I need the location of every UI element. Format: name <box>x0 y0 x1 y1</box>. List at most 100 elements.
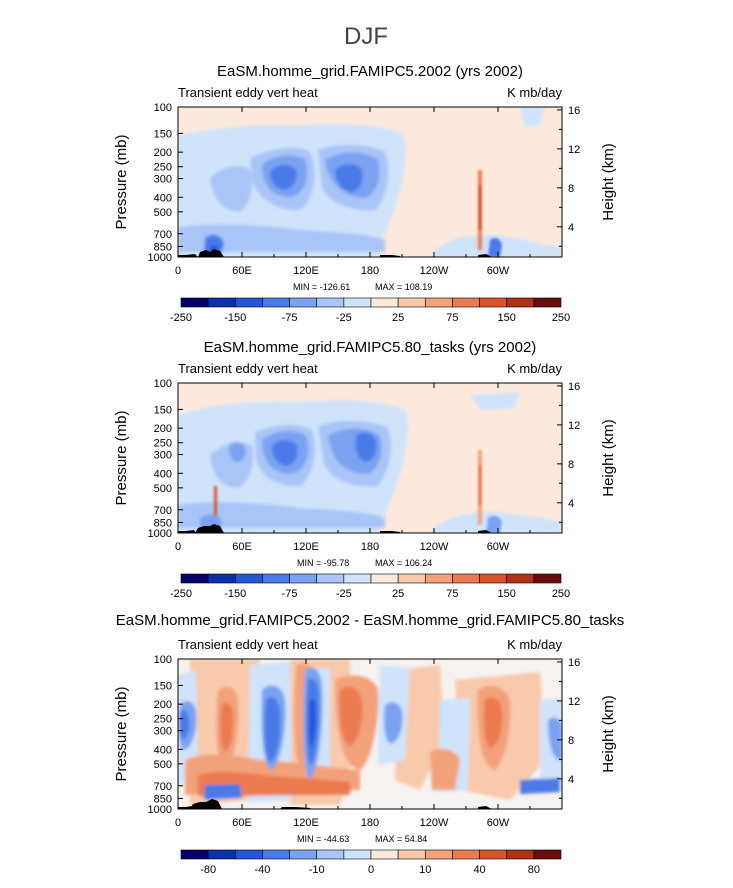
x-tick-label: 180 <box>361 541 379 553</box>
colorbar-swatch <box>397 297 426 308</box>
colorbar-label: -25 <box>336 588 352 600</box>
colorbar-label: -250 <box>170 312 192 324</box>
min-label: MIN = -95.78 <box>297 558 349 568</box>
colorbar-swatch <box>397 573 426 584</box>
y-tick-label: 1000 <box>148 804 172 816</box>
colorbar-swatch <box>452 573 480 584</box>
x-tick-label: 180 <box>361 817 379 829</box>
x-tick-label: 60E <box>232 817 252 829</box>
y-tick-label: 150 <box>154 404 172 416</box>
colorbar-swatch <box>533 573 562 584</box>
colorbar-label: -75 <box>282 312 298 324</box>
y-tick-label: 250 <box>154 162 172 174</box>
colorbar-swatch <box>207 849 236 860</box>
colorbar-swatch <box>343 849 372 860</box>
colorbar-swatch <box>479 849 508 860</box>
y2-axis-label: Height (km) <box>600 143 617 221</box>
y2-tick-label: 16 <box>568 657 580 669</box>
colorbar-label: 150 <box>498 312 516 324</box>
y-tick-label: 1000 <box>148 528 172 540</box>
y-tick-label: 200 <box>154 699 172 711</box>
x-tick-label: 60W <box>487 817 510 829</box>
x-tick-label: 120W <box>420 541 449 553</box>
y-tick-label: 500 <box>154 207 172 219</box>
y2-tick-label: 4 <box>568 498 574 510</box>
colorbar-swatch <box>234 297 263 308</box>
colorbar-label: -150 <box>224 312 246 324</box>
colorbar-label: 250 <box>552 312 570 324</box>
colorbar: -250 -150 -75 -25 25 75 150 250 <box>170 297 570 324</box>
panel-title: EaSM.homme_grid.FAMIPC5.2002 (yrs 2002) <box>217 63 523 80</box>
y-tick-label: 400 <box>154 744 172 756</box>
y-tick-label: 250 <box>154 714 172 726</box>
colorbar-swatch <box>343 297 372 308</box>
panel-title: EaSM.homme_grid.FAMIPC5.80_tasks (yrs 20… <box>204 339 537 356</box>
y-tick-label: 850 <box>154 517 172 529</box>
max-label: MAX = 106.24 <box>375 558 432 568</box>
x-tick-label: 120W <box>420 265 449 277</box>
colorbar-label: 150 <box>498 588 516 600</box>
colorbar-swatch <box>289 849 318 860</box>
x-tick-label: 60E <box>232 265 252 277</box>
topography <box>198 249 224 257</box>
colorbar-label: -80 <box>200 864 216 876</box>
colorbar-swatch <box>262 297 290 308</box>
colorbar-swatch <box>180 297 209 308</box>
colorbar-label: -150 <box>224 588 246 600</box>
colorbar-label: -75 <box>282 588 298 600</box>
panel-3: EaSM.homme_grid.FAMIPC5.2002 - EaSM.homm… <box>113 612 624 876</box>
y2-tick-label: 4 <box>568 222 574 234</box>
y2-tick-label: 12 <box>568 144 580 156</box>
left-string: Transient eddy vert heat <box>178 361 318 376</box>
max-label: MAX = 108.19 <box>375 282 432 292</box>
y2-axis-label: Height (km) <box>600 419 617 497</box>
colorbar-swatch <box>479 297 508 308</box>
colorbar-swatch <box>506 849 535 860</box>
right-string: K mb/day <box>507 637 562 652</box>
y2-tick-label: 16 <box>568 381 580 393</box>
min-label: MIN = -44.63 <box>297 834 349 844</box>
colorbar-label: -40 <box>254 864 270 876</box>
y-tick-label: 100 <box>154 102 172 114</box>
contour-field <box>178 659 562 809</box>
colorbar-label: -10 <box>309 864 325 876</box>
colorbar-label: 40 <box>473 864 485 876</box>
colorbar-swatch <box>533 849 562 860</box>
colorbar: -80 -40 -10 0 10 40 80 <box>180 849 562 876</box>
x-tick-label: 60E <box>232 541 252 553</box>
colorbar-label: -25 <box>336 312 352 324</box>
colorbar-label: 0 <box>368 864 374 876</box>
x-tick-label: 120W <box>420 817 449 829</box>
panel-2: EaSM.homme_grid.FAMIPC5.80_tasks (yrs 20… <box>113 339 617 600</box>
page-title: DJF <box>344 23 388 50</box>
colorbar-label: 250 <box>552 588 570 600</box>
colorbar-label: 75 <box>446 588 458 600</box>
x-tick-label: 120E <box>293 817 319 829</box>
y2-tick-label: 8 <box>568 183 574 195</box>
colorbar-label: -250 <box>170 588 192 600</box>
y-tick-label: 250 <box>154 438 172 450</box>
y-tick-label: 1000 <box>148 252 172 264</box>
colorbar-swatch <box>397 849 426 860</box>
colorbar-swatch <box>262 849 290 860</box>
min-label: MIN = -126.61 <box>293 282 350 292</box>
y-tick-label: 400 <box>154 192 172 204</box>
colorbar-swatch <box>180 573 209 584</box>
colorbar-swatch <box>289 297 318 308</box>
colorbar-swatch <box>452 297 480 308</box>
x-tick-label: 120E <box>293 541 319 553</box>
y-tick-label: 150 <box>154 680 172 692</box>
y2-tick-label: 8 <box>568 459 574 471</box>
contour-field <box>178 383 562 533</box>
topography <box>190 799 222 809</box>
y2-axis-label: Height (km) <box>600 695 617 773</box>
y-axis-label: Pressure (mb) <box>113 134 130 229</box>
colorbar-swatch <box>343 573 372 584</box>
colorbar-label: 75 <box>446 312 458 324</box>
colorbar-swatch <box>370 297 399 308</box>
y-axis-label: Pressure (mb) <box>113 410 130 505</box>
colorbar-swatch <box>479 573 508 584</box>
y-tick-label: 200 <box>154 423 172 435</box>
panel-title: EaSM.homme_grid.FAMIPC5.2002 - EaSM.homm… <box>116 612 625 629</box>
y2-tick-label: 16 <box>568 105 580 117</box>
